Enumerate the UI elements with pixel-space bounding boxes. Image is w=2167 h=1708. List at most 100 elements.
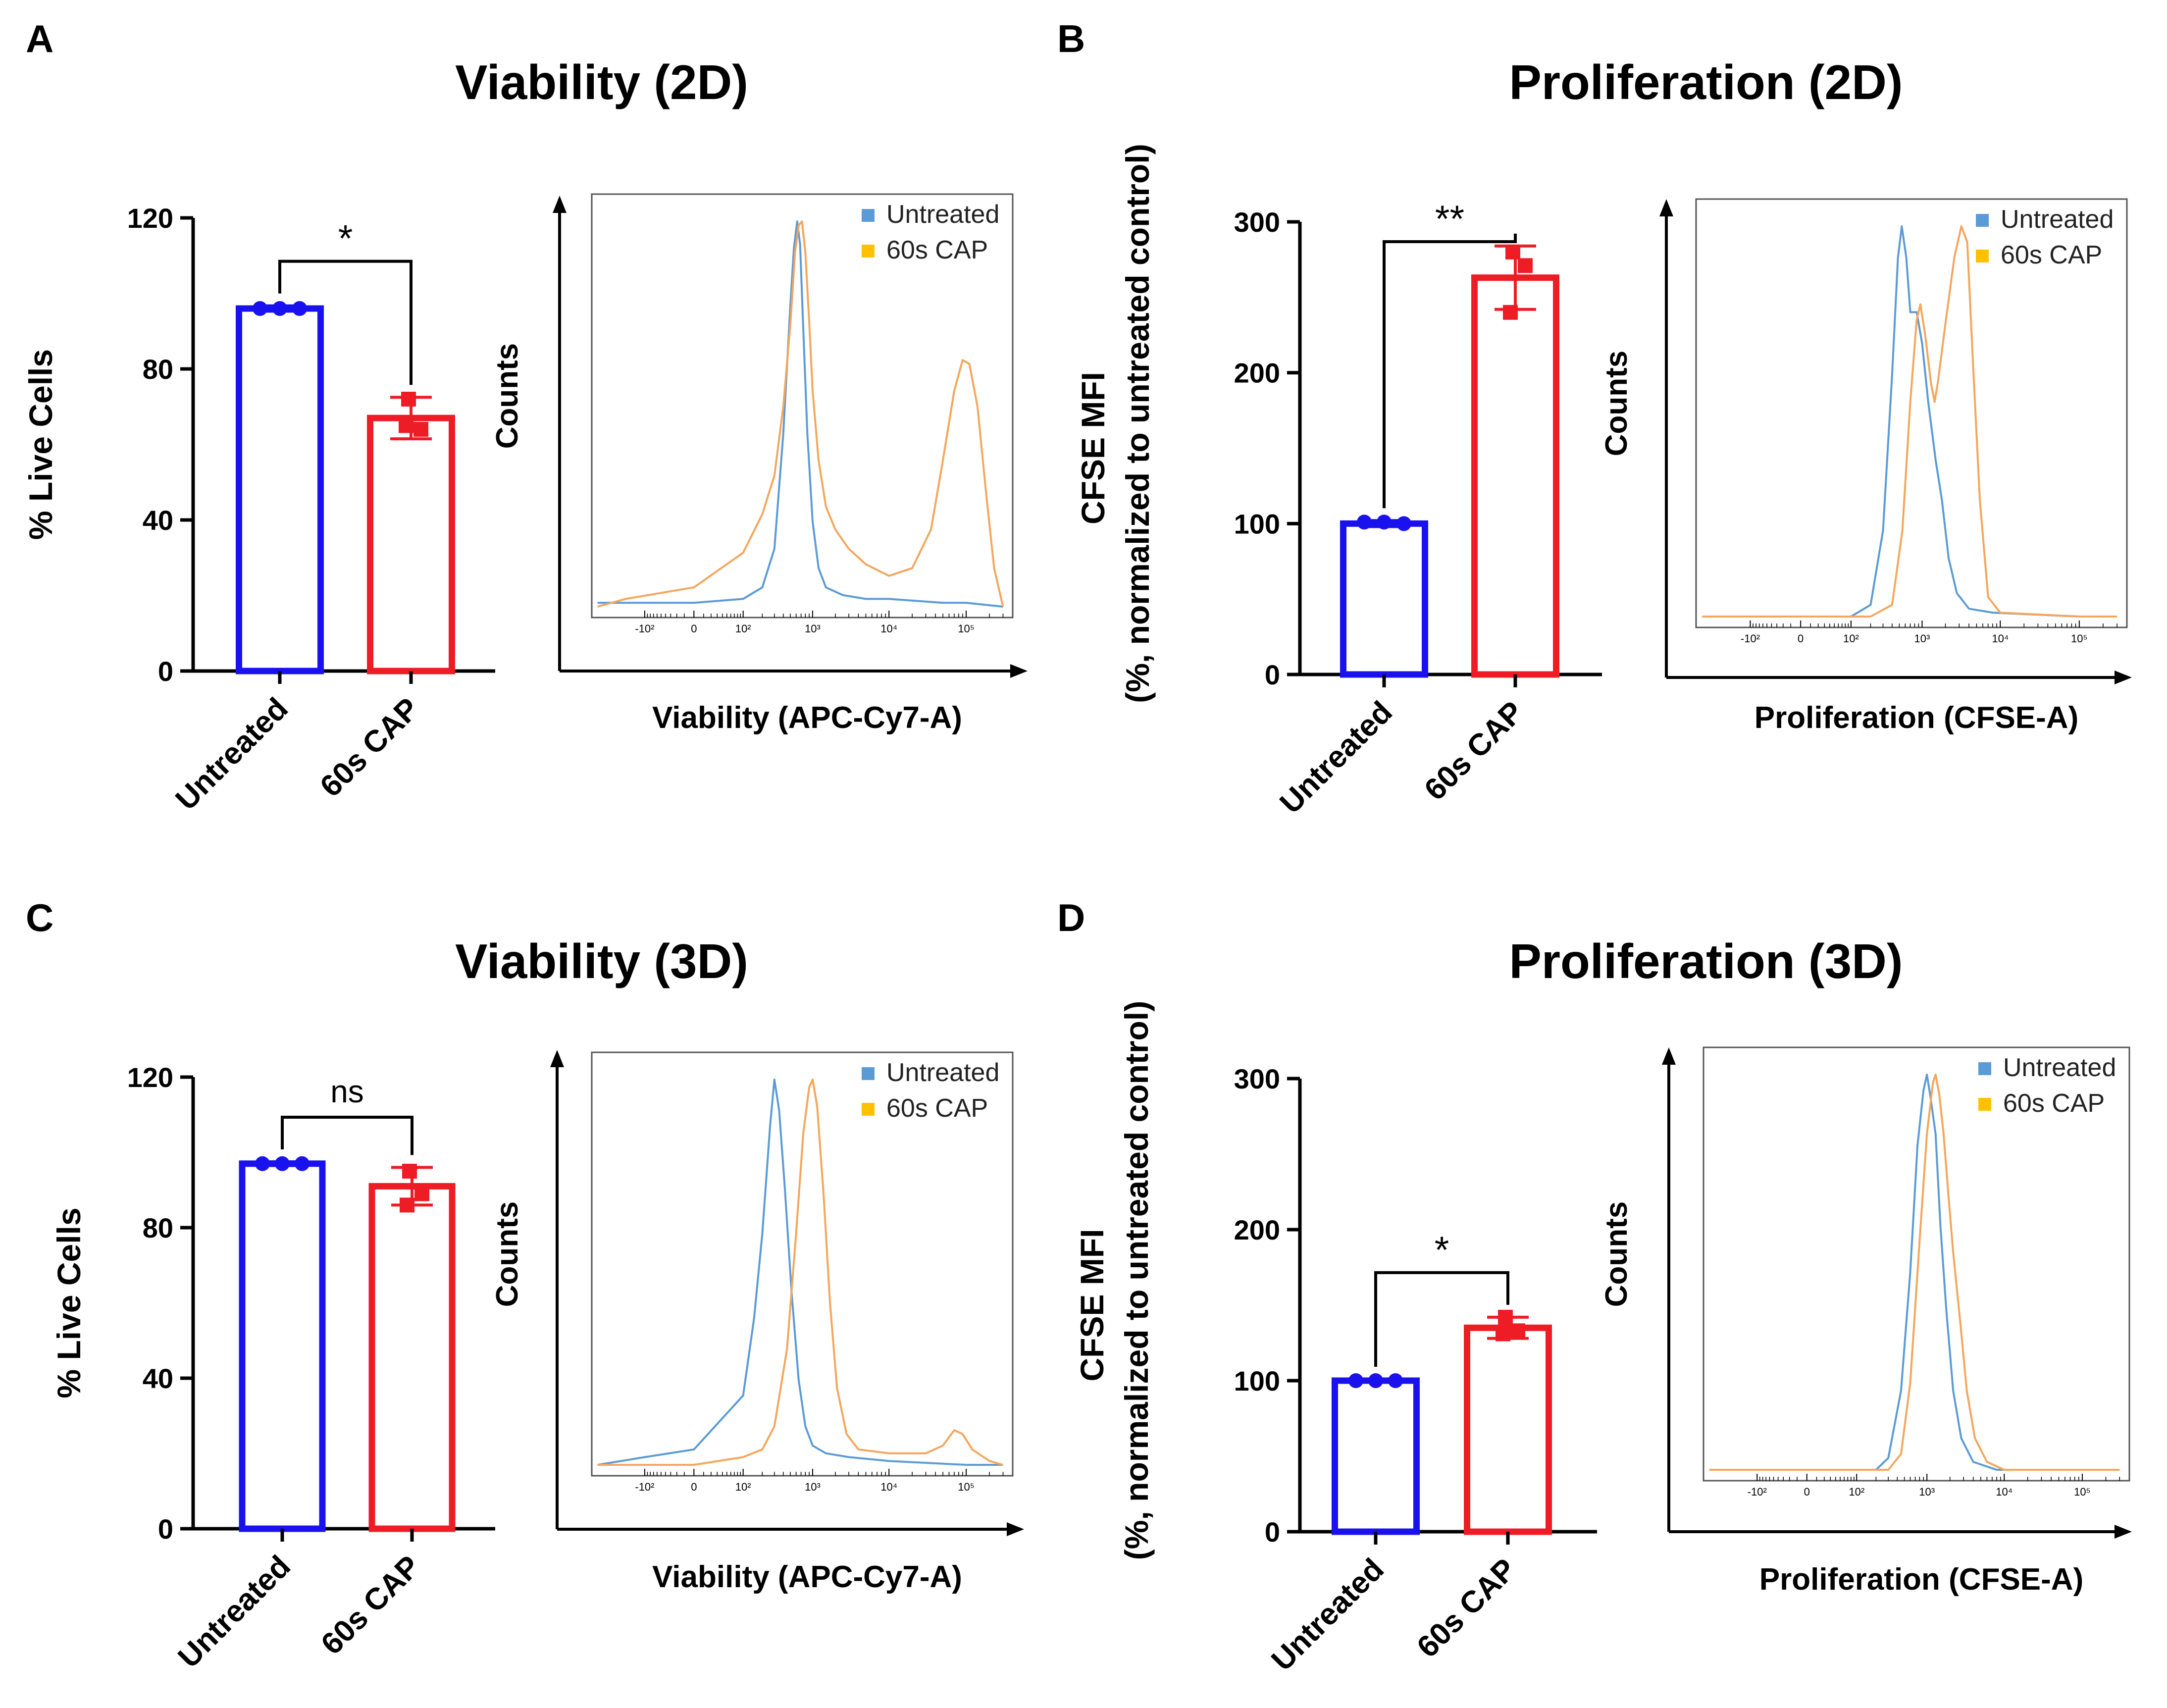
y-tick-label: 80 [143,354,173,385]
legend-swatch-cap [1978,1098,1991,1111]
data-point [1498,1309,1513,1325]
histogram-a: -10² 0 10² 10³ 10⁴ 10⁵ Untreated 60s CAP Viabili… [490,193,1028,735]
y-tick-label: 0 [158,656,173,687]
legend-swatch-untreated [862,1067,875,1080]
hist-series-untreated [597,1079,1003,1466]
panel-letter-d: D [1057,896,1085,939]
significance-label: ** [1435,198,1464,240]
bar-chart-d: 0 100 200 300 CFSE MFI (%, normalized to untr… [1074,1001,1597,1678]
data-point [275,1156,290,1171]
y-axis-label-secondary: (%, normalized to untreated control) [1119,144,1156,703]
data-point [1510,1323,1525,1339]
hist-x-tick-label: 10⁵ [958,1481,975,1493]
panel-title-b: Proliferation (2D) [1509,55,1903,109]
y-axis-label: CFSE MFI [1075,372,1111,524]
histogram-b: -10² 0 10² 10³ 10⁴ 10⁵ Untreated 60s CAP Prolife… [1599,198,2132,735]
hist-frame [1703,1046,2130,1482]
hist-x-tick-label: 10² [1843,632,1859,645]
hist-x-tick-label: 0 [691,1481,697,1493]
category-label: 60s CAP [313,691,426,804]
hist-series-untreated [1702,225,2117,618]
significance-label: * [338,218,353,260]
hist-y-arrow [1659,199,1673,216]
hist-x-tick-label: 10² [1849,1486,1864,1498]
hist-x-axis-label: Proliferation (CFSE-A) [1759,1562,2083,1597]
y-tick-label: 100 [1234,508,1280,539]
hist-x-arrow [2115,1525,2132,1539]
legend-swatch-untreated [1978,1062,1991,1075]
y-tick-label: 0 [1265,1516,1280,1548]
hist-series-60s-cap [597,1079,1004,1466]
legend-label-cap: 60s CAP [2001,241,2102,269]
category-label: 60s CAP [1418,695,1530,807]
data-point [402,1164,417,1179]
hist-x-tick-label: 10⁵ [958,622,975,635]
hist-x-tick-label: 10³ [1914,632,1930,645]
data-point [1368,1373,1383,1388]
y-axis-label-secondary: (%, normalized to untreated control) [1118,1001,1155,1560]
hist-x-tick-label: 10⁴ [880,622,897,635]
hist-series-untreated [1709,1074,2120,1471]
hist-frame [591,193,1014,619]
data-point [1377,515,1392,530]
bar-chart-a: 0 40 80 120 % Live Cells Untreated 60s CAP * [22,203,495,817]
bar-60s-cap [367,414,455,674]
hist-x-axis-label: Proliferation (CFSE-A) [1754,701,2078,735]
hist-x-tick-label: 10² [735,622,751,635]
data-point [414,1186,429,1201]
hist-x-tick-label: 10⁴ [1996,1486,2012,1498]
panel-title-c: Viability (3D) [455,934,748,988]
hist-x-tick-label: 10² [735,1481,751,1493]
y-axis-label: CFSE MFI [1074,1229,1110,1382]
legend-label-cap: 60s CAP [2003,1089,2105,1118]
data-point [292,301,307,316]
y-tick-label: 120 [127,1062,173,1093]
hist-x-tick-label: 0 [691,622,697,635]
hist-series-60s-cap [597,220,1004,608]
y-tick-label: 0 [1265,659,1280,690]
hist-series-60s-cap [1702,225,2117,618]
hist-x-tick-label: 10⁴ [1992,632,2009,645]
significance-bracket [1383,233,1517,509]
category-label: Untreated [1265,1552,1390,1677]
bar-untreated [239,1160,326,1532]
data-point [401,392,416,407]
bar-untreated [236,305,324,674]
data-point [1396,516,1411,531]
category-label: Untreated [1273,695,1398,820]
bar-untreated [1332,1377,1420,1535]
hist-x-tick-label: 10⁵ [2071,632,2088,645]
legend-label-untreated: Untreated [886,200,999,229]
panel-title-d: Proliferation (3D) [1509,934,1903,988]
significance-bracket [281,1116,413,1155]
y-tick-label: 300 [1234,207,1280,238]
legend-label-cap: 60s CAP [886,236,988,264]
hist-x-arrow [2115,671,2132,684]
category-label: 60s CAP [314,1549,427,1661]
y-axis-label: % Live Cells [51,1207,87,1398]
y-tick-label: 100 [1234,1365,1280,1397]
category-label: Untreated [171,1549,297,1674]
bar-chart-c: 0 40 80 120 % Live Cells Untreated 60s CAP ns [51,1062,495,1675]
hist-x-tick-label: 10⁵ [2074,1486,2091,1498]
y-tick-label: 300 [1234,1063,1280,1094]
hist-x-axis-label: Viability (APC-Cy7-A) [652,1560,962,1594]
hist-x-tick-label: 10³ [1919,1486,1935,1498]
legend-label-untreated: Untreated [2001,205,2114,234]
hist-series-untreated [597,220,1003,608]
panel-letter-c: C [26,896,53,939]
histogram-d: -10² 0 10² 10³ 10⁴ 10⁵ Untreated 60s CAP Prolife… [1599,1046,2132,1597]
bar-chart-b: 0 100 200 300 CFSE MFI (%, normalized to untr… [1075,144,1602,821]
y-tick-label: 40 [143,1363,173,1394]
hist-x-tick-label: 10⁴ [880,1481,897,1493]
hist-y-arrow [1662,1047,1676,1065]
hist-x-tick-label: 10³ [805,1481,821,1493]
bar-60s-cap [1471,274,1559,678]
hist-x-tick-label: -10² [635,1481,654,1493]
bar-untreated [1340,520,1428,678]
y-tick-label: 200 [1234,358,1280,389]
panel-title-a: Viability (2D) [455,55,748,109]
hist-x-tick-label: -10² [635,622,654,635]
panel-letter-b: B [1057,17,1085,60]
